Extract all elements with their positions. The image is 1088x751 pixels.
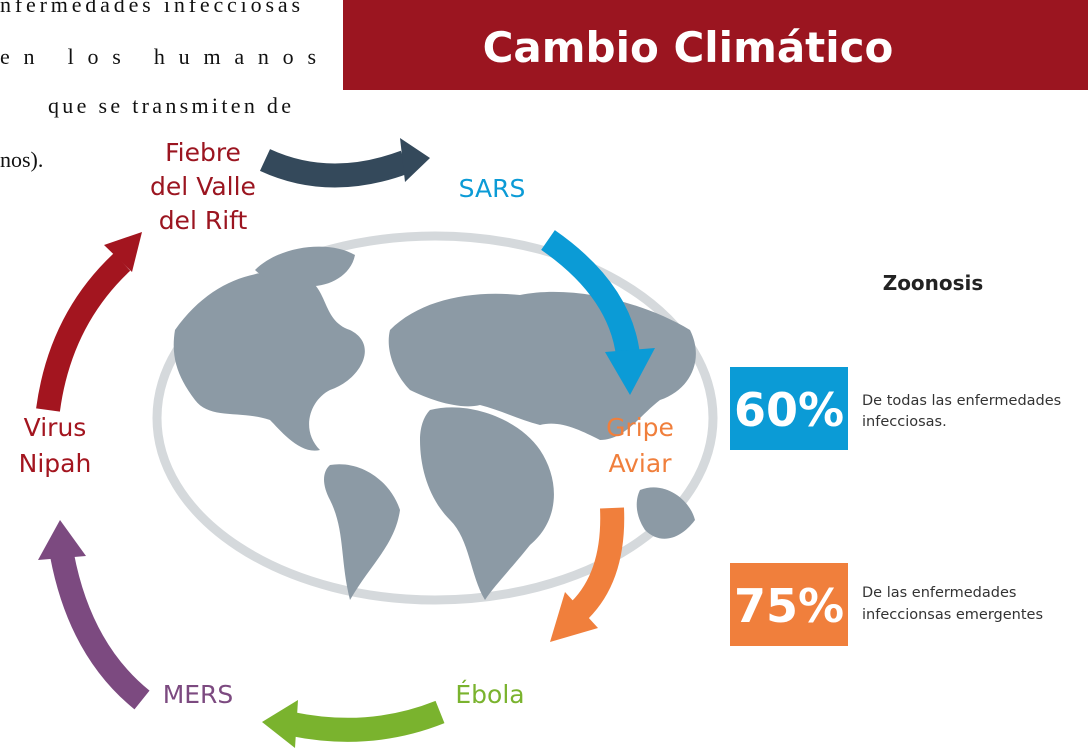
globe [152,231,718,605]
stat-description: infeccionsas emergentes [862,607,1043,623]
arrow [289,700,445,742]
stat-box [730,367,848,450]
title-bar [343,0,1088,90]
arrowhead [605,348,655,395]
stat-value: 60% [734,383,844,437]
arrowhead [38,520,86,560]
paragraph-line: que se transmiten de [48,93,291,118]
arrowhead [104,232,142,272]
stat-box [730,563,848,646]
node-label-line: del Valle [150,172,256,201]
arrow [259,149,410,188]
paragraph-line: nos). [0,147,43,172]
arrowhead [400,138,430,182]
arrow [571,507,625,619]
node-label: MERS [163,680,234,709]
stat-description: De las enfermedades [862,585,1016,601]
node-label-line: del Rift [159,206,248,235]
node-label: SARS [459,174,526,203]
node-label-line: Fiebre [165,138,241,167]
stat-description: De todas las enfermedades [862,393,1061,409]
title: Cambio Climático [483,23,894,72]
stat-description: infecciosas. [862,414,947,430]
node-label: Ébola [455,680,524,709]
zoonosis-title: Zoonosis [883,271,984,295]
node-label-line: Aviar [609,449,673,478]
node-label-line: Nipah [19,449,92,478]
arrow [50,552,150,710]
stat-value: 75% [734,579,844,633]
cycle-arrows [36,138,655,748]
node-label-line: Gripe [606,413,674,442]
paragraph-line: en los humanos [0,44,316,69]
paragraph-line: nfermedades infecciosas [0,0,300,17]
arrow [36,253,131,412]
node-label: Fiebre del Valle del Rift [150,138,256,235]
arrowhead [550,592,598,642]
node-label-line: Virus [24,413,87,442]
arrowhead [262,700,298,748]
arrow [541,230,640,357]
